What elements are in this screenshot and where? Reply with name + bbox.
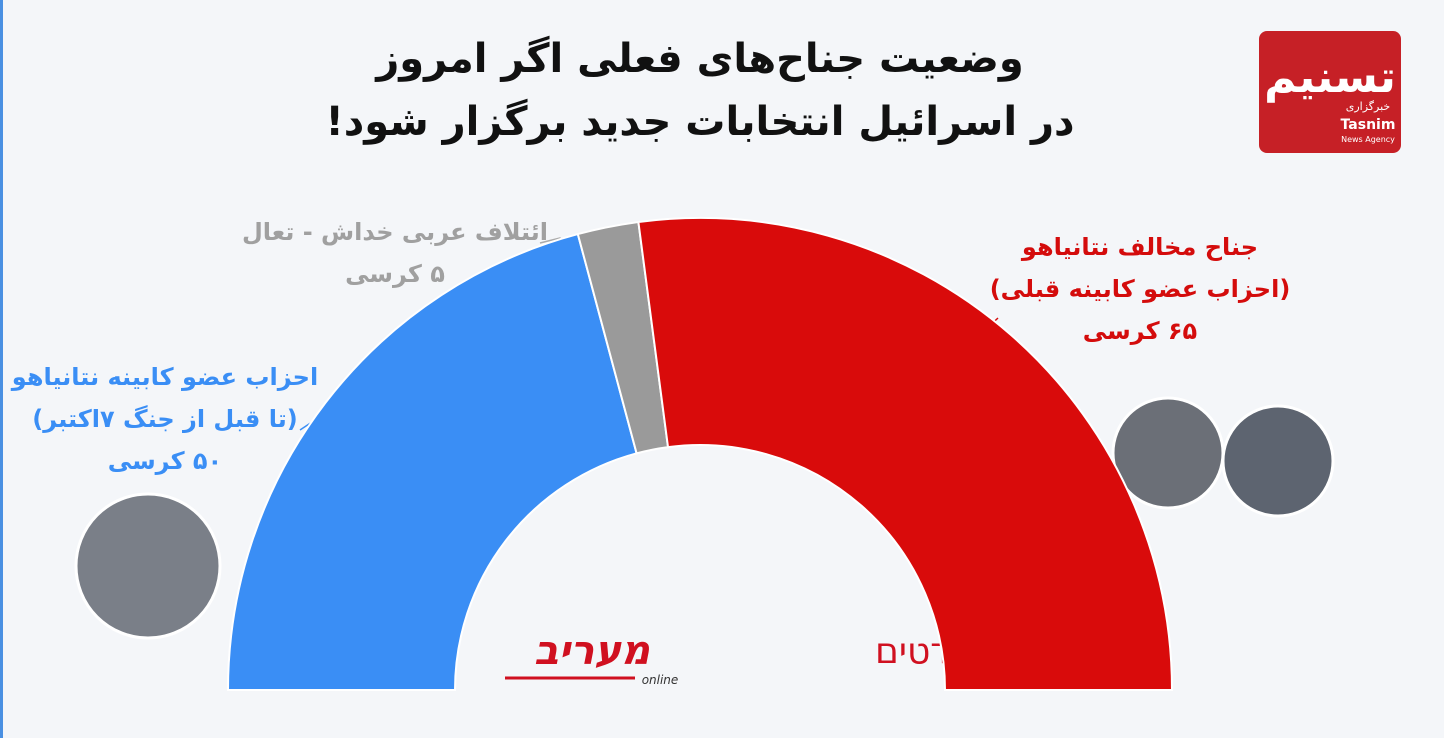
value-label: ۶۵ کرسی xyxy=(1083,317,1197,345)
source-sub: online xyxy=(642,673,679,687)
category-note: (احزاب عضو کابینه قبلی) xyxy=(990,275,1291,303)
value-label: ۵ کرسی xyxy=(345,260,445,288)
logo-latin: Tasnim xyxy=(1341,117,1396,133)
photo xyxy=(1221,404,1335,518)
category-label: ائتلاف عربی خداش - تعال xyxy=(242,218,548,246)
photo xyxy=(74,492,222,640)
logo-name: تسنیم xyxy=(1264,52,1396,103)
category-label: احزاب عضو کابینه نتانیاهو xyxy=(11,363,318,391)
chart-title: وضعیت جناح‌های فعلی اگر امروز xyxy=(374,35,1024,82)
logo-label: خبرگزاری xyxy=(1346,100,1390,113)
source-brand: מעריב xyxy=(534,628,651,674)
segment xyxy=(637,217,1174,691)
value-label: ۵۰ کرسی xyxy=(108,447,222,475)
segment xyxy=(226,232,638,691)
logo-box xyxy=(1259,31,1401,153)
edge-line xyxy=(0,0,3,738)
photo xyxy=(1111,396,1225,510)
chart-title: در اسرائیل انتخابات جدید برگزار شود! xyxy=(325,98,1074,145)
logo-tagline: News Agency xyxy=(1341,135,1395,144)
category-label: جناح مخالف نتانیاهو xyxy=(1021,233,1258,261)
category-note: (تا قبل از جنگ ۷اکتبر) xyxy=(32,405,297,433)
